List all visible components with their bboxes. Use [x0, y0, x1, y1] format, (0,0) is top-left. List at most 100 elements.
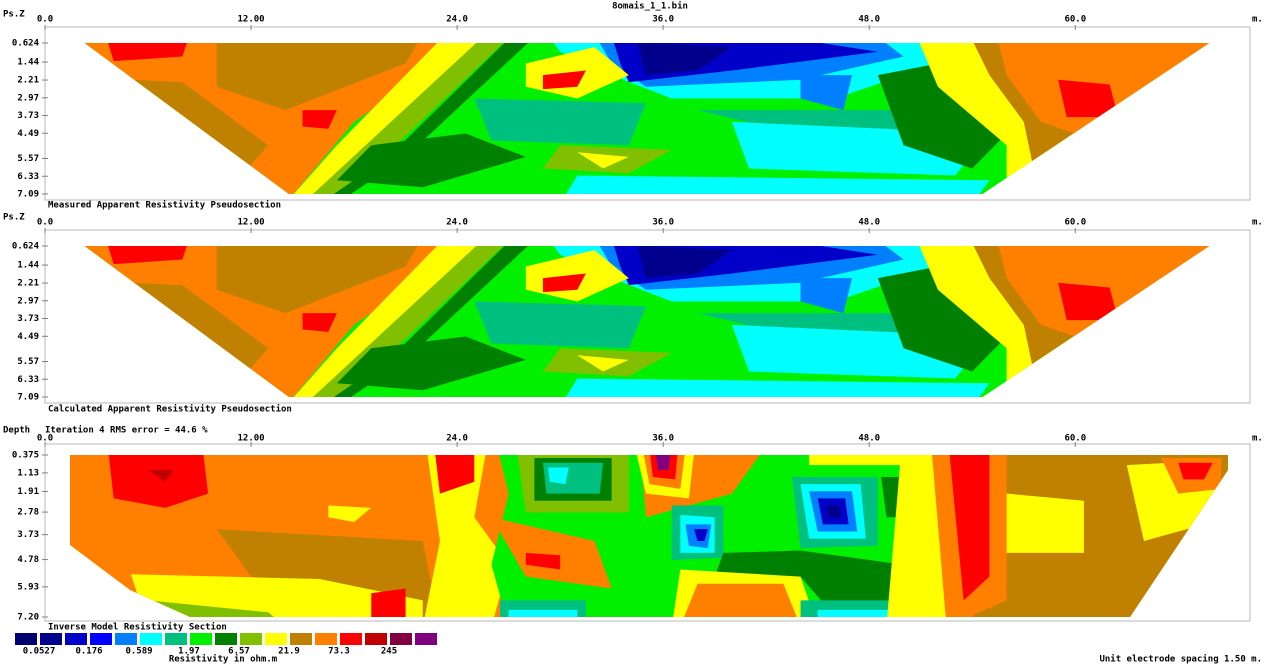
y-tick-label: 7.09 [17, 190, 39, 200]
x-tick-label: 24.0 [446, 218, 468, 228]
contour-fill [1058, 79, 1119, 118]
contour-fill [319, 246, 569, 397]
contour-fill [216, 43, 440, 111]
y-tick-label: 4.49 [17, 332, 39, 342]
legend-swatch [415, 633, 437, 645]
y-tick-label: 2.78 [17, 508, 39, 518]
legend-swatch [190, 633, 212, 645]
x-tick-label: 12.00 [238, 15, 265, 25]
contour-fill [84, 98, 200, 194]
legend-swatch [65, 633, 87, 645]
y-axis-label: Depth [3, 426, 30, 436]
legend-title: Resistivity in ohm.m [169, 654, 278, 665]
x-tick-label: 24.0 [446, 434, 468, 444]
legend-swatch [290, 633, 312, 645]
legend-level: 6.57 [228, 647, 250, 657]
legend-level: 0.176 [75, 647, 102, 657]
contour-fill [216, 246, 440, 314]
legend-swatch [340, 633, 362, 645]
y-tick-label: 2.21 [17, 76, 39, 86]
x-tick-label: 60.0 [1064, 434, 1086, 444]
contour-fill [422, 43, 466, 48]
contour-fill [431, 455, 475, 494]
y-tick-label: 1.44 [17, 58, 39, 68]
y-tick-label: 4.78 [17, 555, 39, 565]
x-tick-label: 12.00 [238, 434, 265, 444]
contour-fill [319, 43, 569, 194]
chart-title: 8omais_1_1.bin [612, 1, 688, 12]
legend-swatch [215, 633, 237, 645]
contour-fill [817, 609, 904, 617]
y-tick-label: 1.13 [17, 468, 39, 478]
contour-fill [946, 455, 990, 601]
section-caption: Measured Apparent Resistivity Pseudosect… [48, 200, 281, 211]
y-tick-label: 0.375 [12, 451, 39, 461]
x-tick-label: 48.0 [858, 434, 880, 444]
y-tick-label: 1.44 [17, 261, 39, 271]
legend-swatch [115, 633, 137, 645]
x-tick-label: 12.00 [238, 218, 265, 228]
y-tick-label: 4.49 [17, 129, 39, 139]
contour-fill [105, 455, 209, 508]
y-tick-label: 2.97 [17, 93, 39, 103]
contour-fill [422, 246, 466, 251]
y-tick-label: 2.97 [17, 296, 39, 306]
contour-fill [680, 583, 801, 617]
legend-swatch [165, 633, 187, 645]
contour-fill [651, 455, 676, 470]
y-tick-label: 7.20 [17, 613, 39, 623]
contour-fill [560, 378, 990, 397]
contour-fill [548, 467, 569, 485]
x-tick-label: 36.0 [652, 218, 674, 228]
contour-fill [637, 246, 732, 279]
contour-fill [800, 75, 853, 111]
x-tick-label: 36.0 [652, 434, 674, 444]
y-tick-label: 5.57 [17, 357, 39, 367]
y-tick-label: 5.57 [17, 154, 39, 164]
legend-swatch [140, 633, 162, 645]
y-tick-label: 0.624 [12, 39, 40, 49]
contour-fill [800, 278, 853, 314]
contour-fill [474, 301, 646, 349]
legend-level: 1.97 [178, 647, 200, 657]
y-tick-label: 7.09 [17, 393, 39, 403]
y-tick-label: 3.73 [17, 530, 39, 540]
contour-fill [1006, 493, 1084, 553]
contour-fill [371, 588, 406, 617]
contour-fill [148, 600, 286, 617]
legend-level: 21.9 [278, 647, 300, 657]
contour-fill [96, 246, 200, 265]
contour-fill [694, 529, 708, 542]
contour-fill [285, 43, 518, 194]
contour-fill [542, 70, 586, 90]
legend-swatch [365, 633, 387, 645]
section-caption: Inverse Model Resistivity Section [48, 622, 227, 633]
contour-fill [525, 552, 561, 570]
legend-swatch [265, 633, 287, 645]
x-tick-label: 0.0 [37, 434, 53, 444]
x-tick-label: 0.0 [37, 218, 53, 228]
chart-subtitle: Iteration 4 RMS error = 44.6 % [45, 425, 208, 436]
legend-swatch [390, 633, 412, 645]
contour-fill [637, 43, 732, 76]
x-tick-label: 60.0 [1064, 15, 1086, 25]
contour-fill [1058, 282, 1119, 321]
legend-swatch [315, 633, 337, 645]
contour-fill [302, 110, 337, 129]
contour-fill [826, 505, 841, 518]
y-tick-label: 3.73 [17, 111, 39, 121]
contour-fill [491, 517, 612, 589]
legend-swatch [240, 633, 262, 645]
contour-fill [336, 133, 526, 188]
contour-section [84, 246, 1210, 397]
legend-level: 0.589 [125, 647, 152, 657]
contour-fill [877, 266, 1007, 372]
legend-level: 73.3 [328, 647, 350, 657]
section-caption: Calculated Apparent Resistivity Pseudose… [48, 404, 292, 415]
legend-swatch [90, 633, 112, 645]
y-tick-label: 6.33 [17, 375, 39, 385]
y-tick-label: 0.624 [12, 242, 40, 252]
x-axis-unit: m. [1252, 218, 1263, 228]
legend-swatch [15, 633, 37, 645]
